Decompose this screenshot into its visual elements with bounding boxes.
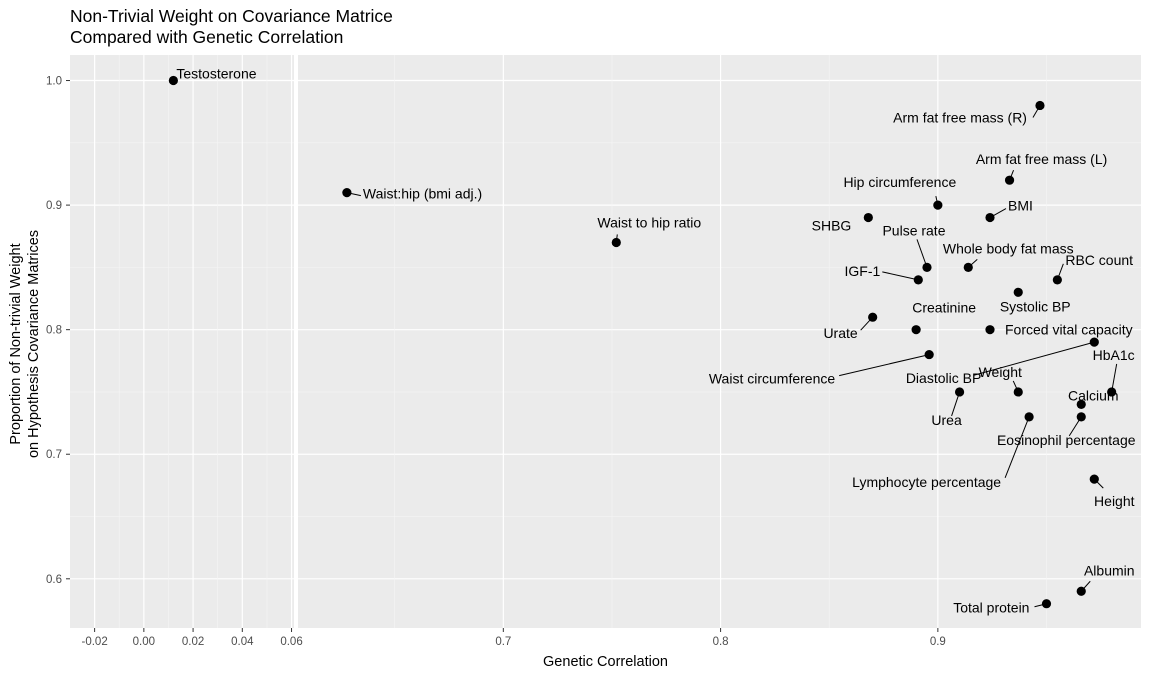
- x-tick-label: 0.04: [231, 636, 254, 648]
- point-label: IGF-1: [845, 263, 881, 279]
- label-connector: [1111, 363, 1118, 393]
- data-point: [1013, 287, 1023, 297]
- data-point: [342, 188, 352, 198]
- y-tick-label: 1.0: [46, 76, 62, 88]
- label-connector: [882, 271, 919, 281]
- y-tick-label: 0.8: [46, 325, 62, 337]
- point-label: Systolic BP: [1000, 298, 1071, 314]
- data-point: [1089, 474, 1099, 484]
- data-point: [1013, 387, 1023, 397]
- point-labels: Testosterone Waist:hip (bmi adj.) Waist to…: [176, 66, 1135, 616]
- point-label: Testosterone: [176, 66, 256, 82]
- data-point: [1076, 586, 1086, 596]
- plot-panels: [70, 55, 1141, 628]
- data-point: [954, 387, 965, 397]
- data-point: [1035, 100, 1045, 111]
- data-point: [1076, 412, 1086, 422]
- data-point: [1041, 599, 1052, 609]
- point-label: Weight: [979, 364, 1022, 380]
- x-tick-label: -0.02: [82, 636, 108, 648]
- label-connector: [839, 354, 930, 377]
- point-label: Diastolic BP: [906, 370, 981, 386]
- point-label: Forced vital capacity: [1005, 322, 1133, 338]
- point-label: Waist to hip ratio: [597, 214, 701, 230]
- data-point: [1089, 337, 1099, 347]
- data-point: [1052, 275, 1062, 285]
- y-axis-label: Proportion of Non-trivial Weight on Hypo…: [8, 230, 42, 458]
- point-label: Creatinine: [912, 300, 976, 316]
- point-label: Urea: [931, 412, 962, 428]
- point-label: Urate: [823, 325, 857, 341]
- data-point: [1107, 387, 1117, 397]
- label-connector: [974, 341, 1095, 376]
- data-point: [911, 325, 921, 335]
- point-label: Calcium: [1068, 387, 1119, 403]
- data-point: [963, 262, 973, 272]
- chart-title-line-2: Compared with Genetic Correlation: [70, 27, 344, 47]
- y-tick-label: 0.6: [46, 574, 62, 586]
- chart-title-line-1: Non-Trivial Weight on Covariance Matrice: [70, 6, 393, 26]
- label-connector: [916, 239, 928, 268]
- point-label: Lymphocyte percentage: [852, 474, 1001, 490]
- data-point: [1024, 412, 1034, 422]
- point-label: Eosinophil percentage: [997, 432, 1136, 448]
- point-label: Waist circumference: [709, 371, 836, 387]
- data-point: [1076, 399, 1086, 410]
- x-tick-label: 0.02: [182, 636, 204, 648]
- plot-panel-2: [298, 55, 1141, 628]
- x-tick-label: 0.06: [280, 636, 302, 648]
- point-label: Arm fat free mass (L): [976, 151, 1107, 167]
- label-connector: [1004, 416, 1030, 479]
- point-label: Hip circumference: [843, 174, 956, 190]
- data-point: [985, 212, 995, 223]
- data-point: [933, 200, 943, 210]
- point-label: Height: [1094, 493, 1135, 509]
- data-point: [922, 262, 932, 272]
- point-label: Pulse rate: [882, 222, 945, 238]
- x-tick-label: 0.00: [133, 636, 155, 648]
- data-point: [168, 75, 178, 86]
- data-point: [611, 237, 621, 248]
- point-label: Whole body fat mass: [943, 240, 1074, 256]
- data-point: [868, 312, 878, 322]
- x-tick-label: 0.7: [495, 636, 511, 648]
- x-tick-label: 0.9: [930, 636, 946, 648]
- grid-lines: [70, 55, 1141, 628]
- data-point: [863, 212, 873, 223]
- point-label: HbA1c: [1093, 347, 1135, 363]
- plot-panel-1: [70, 55, 294, 628]
- x-tick-label: 0.8: [713, 636, 729, 648]
- data-points: [168, 75, 1117, 609]
- point-label: SHBG: [812, 218, 852, 234]
- data-point: [924, 349, 934, 360]
- point-label: Waist:hip (bmi adj.): [363, 186, 482, 202]
- point-label: Arm fat free mass (R): [893, 109, 1027, 125]
- data-point: [985, 325, 995, 335]
- y-tick-label: 0.7: [46, 449, 62, 461]
- y-axis-label-line-1: Proportion of Non-trivial Weight: [8, 243, 24, 444]
- y-axis-label-line-2: on Hypothesis Covariance Matrices: [26, 230, 42, 458]
- data-point: [1004, 175, 1015, 185]
- point-label: Total protein: [953, 600, 1029, 616]
- axis-ticks: 0.6 0.7 0.8 0.9 1.0 -0.02 0.00 0.02 0.04 0.06 0.7 0…: [46, 76, 946, 648]
- data-point: [913, 275, 923, 285]
- y-tick-label: 0.9: [46, 200, 62, 212]
- x-axis-label: Genetic Correlation: [543, 654, 668, 670]
- point-label: Albumin: [1084, 562, 1135, 578]
- point-label: BMI: [1008, 198, 1033, 214]
- point-label: RBC count: [1065, 252, 1133, 268]
